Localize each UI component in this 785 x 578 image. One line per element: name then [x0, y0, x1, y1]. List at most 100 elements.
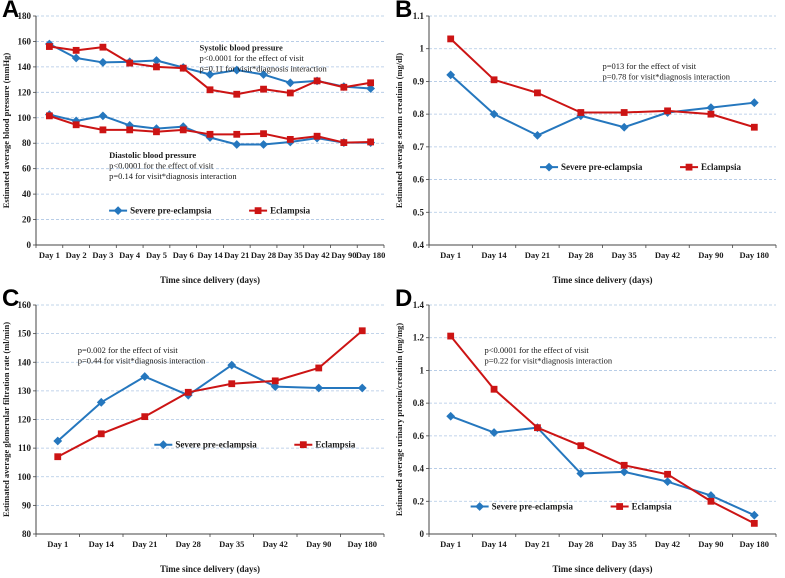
svg-text:160: 160 — [18, 36, 32, 46]
y-axis-title: Estimated average blood pressure (mmHg) — [1, 53, 11, 209]
svg-text:120: 120 — [18, 87, 32, 97]
svg-text:Day 14: Day 14 — [481, 539, 507, 549]
svg-text:Day 90: Day 90 — [698, 250, 723, 260]
svg-text:Day 14: Day 14 — [89, 539, 115, 549]
gridlines — [429, 304, 776, 502]
svg-text:p=0.78 for visit*diagnosis i: p=0.78 for visit*diagnosis interaction — [603, 71, 731, 81]
svg-text:80: 80 — [22, 529, 32, 539]
x-axis: Day 1 Day 14 Day 21 Day 28 Day 35 Day 42 Day 9… — [428, 245, 777, 260]
svg-text:Eclampsia: Eclampsia — [270, 206, 311, 216]
svg-text:p=0.14 for visit*diagnosis i: p=0.14 for visit*diagnosis interaction — [109, 171, 237, 181]
svg-text:Day 180: Day 180 — [347, 539, 377, 549]
svg-text:Eclampsia: Eclampsia — [632, 502, 673, 512]
y-axis-title: Estimated average urinary protein/creati… — [394, 323, 404, 516]
svg-text:140: 140 — [18, 357, 32, 367]
svg-text:0.8: 0.8 — [413, 398, 425, 408]
svg-text:Day 21: Day 21 — [132, 539, 157, 549]
svg-text:0.2: 0.2 — [413, 496, 425, 506]
x-axis: Day 1 Day 14 Day 21 Day 28 Day 35 Day 42 Day 9… — [428, 534, 777, 549]
svg-text:p<0.0001 for the effect of vi: p<0.0001 for the effect of visit — [485, 345, 590, 355]
svg-text:0: 0 — [27, 240, 32, 250]
svg-text:Day 42: Day 42 — [655, 250, 680, 260]
panel-a: A 0 20 40 60 80 100 120 140 160 180 Day 1 Day 2 Day … — [0, 0, 393, 289]
svg-text:180: 180 — [18, 11, 32, 21]
svg-text:20: 20 — [22, 215, 32, 225]
svg-text:Day 180: Day 180 — [740, 250, 770, 260]
series-eclampsia — [447, 35, 758, 131]
svg-text:p<0.0001 for the effect of vi: p<0.0001 for the effect of visit — [200, 53, 305, 63]
svg-text:Day 5: Day 5 — [146, 250, 167, 260]
svg-text:Severe pre-eclampsia: Severe pre-eclampsia — [561, 162, 643, 172]
panel-b-letter: B — [395, 0, 413, 23]
x-axis: Day 1 Day 14 Day 21 Day 28 Day 35 Day 42 Day 9… — [35, 534, 385, 549]
svg-text:80: 80 — [22, 138, 32, 148]
svg-text:Day 28: Day 28 — [251, 250, 276, 260]
svg-text:1.4: 1.4 — [413, 300, 425, 310]
svg-text:1.2: 1.2 — [413, 333, 425, 343]
svg-text:Day 14: Day 14 — [481, 250, 507, 260]
svg-text:Severe pre-eclampsia: Severe pre-eclampsia — [492, 502, 574, 512]
svg-text:0.6: 0.6 — [413, 431, 425, 441]
svg-text:90: 90 — [22, 500, 32, 510]
svg-text:Day 2: Day 2 — [66, 250, 87, 260]
panel-d: D 0 0.2 0.4 0.6 0.8 1 1.2 1.4 Day 1 Day 14 Day 21 D… — [393, 289, 785, 578]
svg-text:Day 90: Day 90 — [331, 250, 356, 260]
gridlines — [429, 15, 776, 213]
series-eclampsia — [447, 332, 758, 527]
panel-b: B 0.4 0.5 0.6 0.7 0.8 0.9 1 1.1 Day 1 Day 14 Day 2… — [393, 0, 785, 289]
svg-text:Day 90: Day 90 — [698, 539, 723, 549]
svg-text:Day 14: Day 14 — [197, 250, 223, 260]
svg-text:140: 140 — [18, 62, 32, 72]
svg-text:p<0.0001 for the effect of vi: p<0.0001 for the effect of visit — [109, 161, 214, 171]
svg-text:0.8: 0.8 — [413, 109, 425, 119]
svg-text:Day 28: Day 28 — [568, 250, 593, 260]
svg-text:p=013 for the effect of visit: p=013 for the effect of visit — [603, 61, 697, 71]
svg-text:Day 6: Day 6 — [173, 250, 194, 260]
svg-text:Day 180: Day 180 — [356, 250, 386, 260]
svg-text:Day 21: Day 21 — [525, 539, 550, 549]
svg-text:Day 4: Day 4 — [119, 250, 141, 260]
y-axis: 80 90 100 110 120 130 140 150 160 — [18, 300, 36, 539]
y-axis-title: Estimated average glomerular filtration … — [1, 322, 11, 517]
panel-c-letter: C — [2, 289, 20, 312]
svg-text:p=0.11 for visit*diagnosis i: p=0.11 for visit*diagnosis interaction — [200, 63, 328, 73]
svg-text:Day 28: Day 28 — [176, 539, 201, 549]
panel-c: C 80 90 100 110 120 130 140 150 160 Day 1 Day 14 Da… — [0, 289, 393, 578]
svg-text:110: 110 — [18, 443, 32, 453]
svg-text:Day 28: Day 28 — [568, 539, 593, 549]
svg-text:Day 42: Day 42 — [655, 539, 680, 549]
svg-text:p=0.002 for the effect of vis: p=0.002 for the effect of visit — [78, 345, 179, 355]
svg-text:Diastolic blood pressure: Diastolic blood pressure — [109, 150, 196, 160]
svg-text:Systolic blood pressure: Systolic blood pressure — [200, 42, 284, 52]
y-axis: 0 20 40 60 80 100 120 140 160 180 — [18, 11, 36, 250]
svg-text:1: 1 — [420, 365, 425, 375]
svg-text:Day 1: Day 1 — [440, 539, 461, 549]
legend: Severe pre-eclampsia Eclampsia — [540, 162, 742, 172]
svg-text:1: 1 — [420, 44, 425, 54]
svg-text:p=0.22 for visit*diagnosis i: p=0.22 for visit*diagnosis interaction — [485, 356, 613, 366]
svg-text:Day 21: Day 21 — [525, 250, 550, 260]
svg-text:0.6: 0.6 — [413, 175, 425, 185]
svg-text:Day 35: Day 35 — [612, 250, 637, 260]
svg-text:0.9: 0.9 — [413, 76, 425, 86]
y-axis-title: Estimated average serum creatinin (mg/dl… — [394, 53, 404, 208]
svg-text:Severe pre-eclampsia: Severe pre-eclampsia — [130, 206, 212, 216]
panel-d-letter: D — [395, 289, 413, 312]
svg-text:120: 120 — [18, 415, 32, 425]
series-eclampsia-systolic- — [45, 43, 375, 98]
series-eclampsia — [54, 327, 366, 461]
svg-text:160: 160 — [18, 300, 32, 310]
svg-text:Day 1: Day 1 — [47, 539, 68, 549]
series-severe-pre-eclampsia-diastolic- — [44, 110, 376, 149]
svg-text:Day 35: Day 35 — [219, 539, 244, 549]
svg-text:0.4: 0.4 — [413, 240, 425, 250]
svg-text:Day 21: Day 21 — [224, 250, 249, 260]
gridlines — [36, 15, 384, 220]
svg-text:130: 130 — [18, 386, 32, 396]
